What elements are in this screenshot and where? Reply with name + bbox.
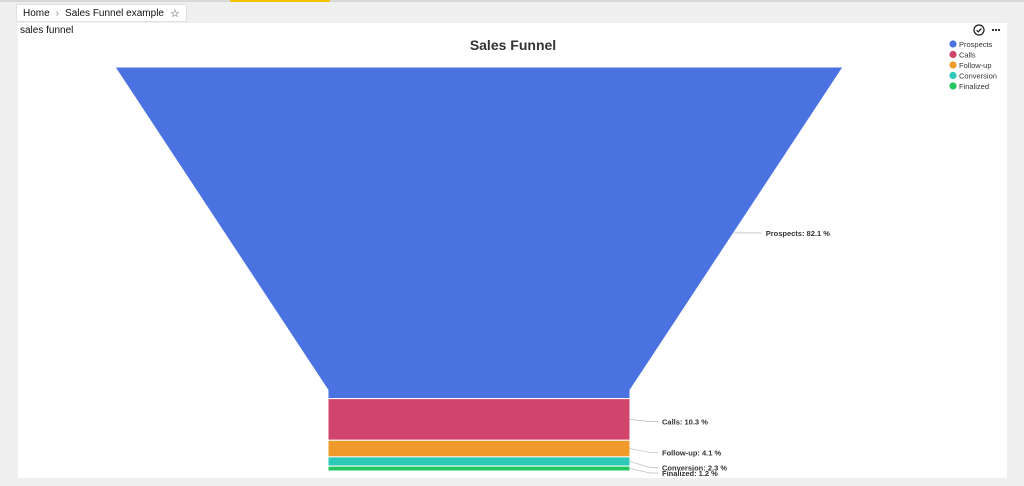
legend-marker-calls[interactable] bbox=[949, 50, 957, 59]
leader-line-calls bbox=[629, 419, 658, 422]
chart-title: Sales Funnel bbox=[470, 37, 556, 53]
data-label-calls: Calls: 10.3 % bbox=[662, 417, 708, 426]
check-circle-icon[interactable] bbox=[973, 24, 985, 36]
breadcrumb-separator: › bbox=[55, 7, 60, 19]
funnel-labels: Prospects: 82.1 % Calls: 10.3 % Follow-up:… bbox=[629, 229, 831, 478]
data-label-prospects: Prospects: 82.1 % bbox=[766, 229, 831, 238]
panel-title: sales funnel bbox=[20, 25, 74, 36]
breadcrumb-home-link[interactable]: Home bbox=[23, 7, 50, 19]
funnel-chart: Sales Funnel Prospects: 82.1 % Calls: 10.… bbox=[114, 37, 997, 478]
panel-toolbar bbox=[973, 24, 1001, 36]
more-icon[interactable] bbox=[991, 24, 1001, 36]
leader-line-follow-up bbox=[629, 448, 658, 453]
funnel-segment-follow-up[interactable] bbox=[327, 439, 631, 458]
legend-label-calls[interactable]: Calls bbox=[959, 51, 976, 60]
data-label-finalized: Finalized: 1.2 % bbox=[662, 469, 718, 478]
leader-line-finalized bbox=[629, 468, 658, 474]
data-label-conversion: Conversion: 2.3 % bbox=[662, 464, 727, 473]
breadcrumb-current: Sales Funnel example bbox=[65, 7, 164, 19]
active-tab-indicator bbox=[230, 0, 330, 2]
funnel-segment-conversion[interactable] bbox=[327, 456, 631, 467]
legend-label-prospects[interactable]: Prospects bbox=[959, 40, 993, 49]
star-icon[interactable]: ☆ bbox=[169, 7, 180, 20]
top-border bbox=[0, 0, 1024, 2]
legend-marker-follow-up[interactable] bbox=[949, 61, 957, 69]
leader-line-conversion bbox=[629, 461, 658, 468]
funnel-segments bbox=[114, 66, 844, 472]
funnel-segment-calls[interactable] bbox=[327, 398, 631, 441]
legend-marker-prospects[interactable] bbox=[949, 40, 957, 48]
legend-marker-finalized[interactable] bbox=[949, 82, 957, 90]
legend-label-follow-up[interactable]: Follow-up bbox=[959, 61, 992, 70]
chart-panel: sales funnel Sales Funnel Prospects: 82.… bbox=[18, 23, 1007, 478]
legend-label-conversion[interactable]: Conversion bbox=[959, 72, 997, 81]
legend-label-finalized[interactable]: Finalized bbox=[959, 82, 989, 91]
breadcrumb: Home › Sales Funnel example ☆ bbox=[16, 4, 187, 22]
legend-marker-conversion[interactable] bbox=[949, 71, 957, 80]
data-label-follow-up: Follow-up: 4.1 % bbox=[662, 449, 721, 458]
funnel-segment-finalized[interactable] bbox=[327, 465, 631, 472]
